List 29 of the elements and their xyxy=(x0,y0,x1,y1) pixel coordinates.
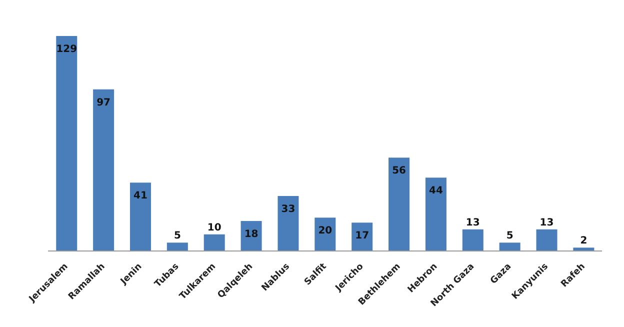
bar xyxy=(130,182,151,251)
data-label: 13 xyxy=(466,217,480,228)
bar xyxy=(314,218,336,251)
data-label: 18 xyxy=(244,229,258,240)
bar xyxy=(56,36,78,251)
data-label: 33 xyxy=(281,204,296,215)
data-label: 5 xyxy=(506,230,514,242)
bar xyxy=(352,222,373,251)
bar xyxy=(388,158,410,251)
bar xyxy=(499,242,520,251)
data-label: 56 xyxy=(392,166,406,177)
bar xyxy=(536,229,558,251)
data-label: 17 xyxy=(355,230,370,242)
data-label: 5 xyxy=(174,230,181,242)
bar xyxy=(462,229,484,251)
data-label: 10 xyxy=(207,222,222,234)
data-label: 129 xyxy=(56,44,78,55)
bar xyxy=(93,89,114,251)
data-label: 97 xyxy=(96,97,111,108)
bar xyxy=(166,242,188,251)
data-label: 2 xyxy=(580,236,588,247)
bar xyxy=(204,234,225,251)
data-label: 20 xyxy=(318,226,332,237)
data-label: 13 xyxy=(540,217,554,228)
bar xyxy=(278,196,299,251)
data-label: 44 xyxy=(429,186,443,197)
bar xyxy=(425,178,446,251)
bar xyxy=(573,248,594,251)
data-label: 41 xyxy=(134,190,148,202)
